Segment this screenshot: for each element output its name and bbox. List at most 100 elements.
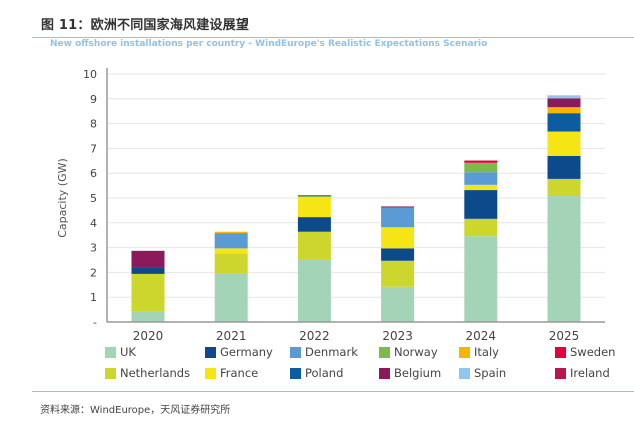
bar-segment-norway-2021 (214, 232, 248, 234)
bar-segment-netherlands-2022 (297, 231, 331, 260)
legend-swatch (205, 346, 216, 358)
legend-item-denmark: Denmark (290, 345, 358, 359)
legend-swatch (379, 346, 390, 358)
legend-item-ireland: Ireland (555, 366, 610, 380)
legend-item-netherlands: Netherlands (105, 366, 190, 380)
legend-swatch (290, 346, 301, 358)
bar-segment-belgium-2020 (131, 250, 165, 268)
bar-segment-uk-2021 (214, 273, 248, 322)
bar-segment-france-2022 (297, 197, 331, 218)
x-tick-label: 2020 (133, 329, 164, 343)
legend-item-germany: Germany (205, 345, 273, 359)
bar-segment-uk-2020 (131, 311, 165, 322)
legend-label: Spain (474, 366, 507, 380)
bar-segment-denmark-2021 (214, 233, 248, 249)
legend-label: UK (120, 345, 136, 359)
legend-label: Germany (220, 345, 273, 359)
legend-swatch (555, 346, 566, 358)
legend-label: Italy (474, 345, 499, 359)
figure-title: 图 11：欧洲不同国家海风建设展望 (41, 18, 250, 33)
bar-segment-italy-2021 (214, 231, 248, 233)
bar-segment-norway-2024 (464, 162, 498, 173)
bar-segment-netherlands-2021 (214, 253, 248, 274)
bar-segment-uk-2023 (381, 286, 415, 322)
bar-segment-sweden-2024 (464, 160, 498, 163)
source-note: 资料来源：WindEurope，天风证券研究所 (40, 405, 231, 416)
y-tick-label: 8 (90, 118, 97, 131)
y-tick-label: 1 (90, 291, 97, 304)
chart-subtitle: New offshore installations per country -… (50, 39, 488, 49)
legend-swatch (459, 367, 470, 379)
top-divider (32, 37, 634, 38)
y-tick-label: 5 (90, 192, 97, 205)
bars (131, 95, 581, 322)
y-tick-label: 2 (90, 266, 97, 279)
x-tick-labels: 2020 2021 2022 2023 2024 2025 (133, 329, 580, 343)
bar-segment-france-2021 (214, 248, 248, 254)
y-tick-label: 7 (90, 142, 97, 155)
x-tick-label: 2025 (549, 329, 580, 343)
bar-stack-2023 (381, 206, 415, 322)
bar-stack-2024 (464, 160, 498, 322)
bar-segment-uk-2022 (297, 259, 331, 322)
legend-label: Poland (305, 366, 344, 380)
bar-segment-germany-2024 (464, 190, 498, 219)
bar-segment-italy-2025 (547, 107, 581, 114)
bottom-divider (32, 391, 634, 392)
legend-label: France (220, 366, 259, 380)
bar-segment-france-2023 (381, 227, 415, 249)
bar-segment-uk-2025 (547, 196, 581, 322)
bar-stack-2020 (131, 250, 165, 322)
bar-stack-2025 (547, 95, 581, 322)
legend-item-poland: Poland (290, 366, 343, 380)
y-axis-label: Capacity (GW) (56, 158, 69, 238)
bar-segment-netherlands-2023 (381, 260, 415, 287)
legend-item-uk: UK (105, 345, 136, 359)
legend-swatch (105, 367, 116, 379)
legend-item-norway: Norway (379, 345, 438, 359)
bar-segment-germany-2022 (297, 217, 331, 232)
bar-segment-france-2024 (464, 184, 498, 191)
legend-label: Netherlands (120, 366, 191, 380)
bar-segment-norway-2022 (297, 196, 331, 198)
y-tick-labels: - 1 2 3 4 5 6 7 8 9 10 (83, 68, 97, 329)
bar-segment-denmark-2023 (381, 207, 415, 228)
bar-segment-germany-2025 (547, 155, 581, 179)
y-tick-label: 6 (90, 167, 97, 180)
y-tick-label: 4 (90, 217, 97, 230)
bar-segment-denmark-2024 (464, 172, 498, 185)
bar-segment-germany-2020 (131, 267, 165, 274)
legend-label: Belgium (394, 366, 442, 380)
legend-item-belgium: Belgium (379, 366, 441, 380)
legend-label: Norway (394, 345, 438, 359)
bar-segment-poland-2025 (547, 113, 581, 132)
legend-swatch (379, 367, 390, 379)
legend-swatch (205, 367, 216, 379)
legend-swatch (290, 367, 301, 379)
bar-segment-france-2025 (547, 131, 581, 156)
bar-segment-belgium-2023 (381, 206, 415, 208)
bar-segment-sweden-2022 (297, 195, 331, 197)
x-tick-label: 2023 (382, 329, 413, 343)
y-tick-label: 10 (83, 68, 97, 81)
legend-label: Ireland (570, 366, 610, 380)
legend-swatch (555, 367, 566, 379)
bar-stack-2021 (214, 231, 248, 322)
x-tick-label: 2024 (466, 329, 497, 343)
bar-segment-spain-2025 (547, 95, 581, 99)
legend-swatch (459, 346, 470, 358)
y-tick-label: 9 (90, 93, 97, 106)
legend-label: Sweden (570, 345, 616, 359)
bar-segment-germany-2023 (381, 248, 415, 261)
bar-segment-netherlands-2020 (131, 273, 165, 312)
bar-stack-2022 (297, 195, 331, 322)
y-tick-label: 3 (90, 242, 97, 255)
x-tick-label: 2022 (299, 329, 330, 343)
legend-item-italy: Italy (459, 345, 499, 359)
legend-swatch (105, 346, 116, 358)
bar-segment-uk-2024 (464, 236, 498, 322)
legend-item-sweden: Sweden (555, 345, 615, 359)
y-tick-label: - (93, 316, 97, 329)
gridlines (107, 73, 605, 298)
